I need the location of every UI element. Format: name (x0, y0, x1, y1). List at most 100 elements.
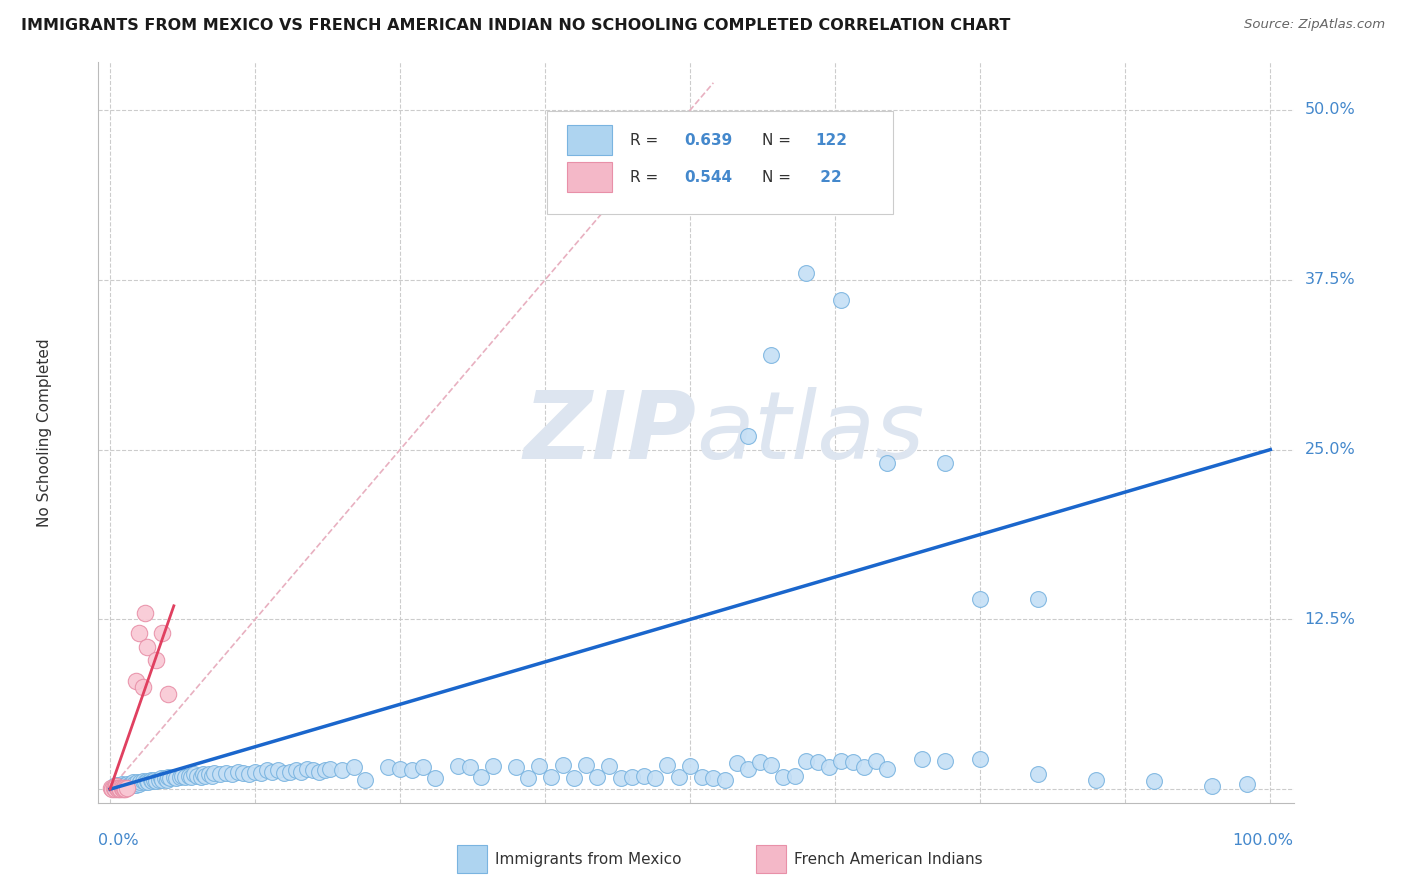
Point (232, 765, 254, 780)
Point (586, 770, 609, 784)
Point (737, 762, 759, 776)
Point (201, 769, 224, 783)
Point (136, 774, 159, 789)
Point (108, 780, 131, 795)
Point (470, 770, 492, 784)
Point (267, 763, 290, 777)
Point (737, 429, 759, 443)
Point (830, 293, 852, 308)
Point (143, 772, 166, 787)
Point (1026, 592, 1049, 607)
Point (117, 780, 139, 795)
Point (111, 777, 134, 791)
Point (256, 763, 278, 777)
Point (100, 780, 122, 795)
Point (103, 780, 125, 795)
Point (150, 626, 173, 640)
Point (284, 763, 307, 777)
Point (575, 757, 598, 772)
Point (117, 778, 139, 792)
Point (139, 772, 162, 787)
Point (194, 769, 217, 783)
Text: N =: N = (762, 170, 796, 186)
Point (111, 780, 134, 795)
Point (238, 767, 260, 781)
Point (215, 765, 238, 780)
Point (343, 760, 366, 774)
Text: ZIP: ZIP (523, 386, 696, 479)
Point (104, 780, 127, 795)
Point (131, 774, 153, 789)
Point (186, 769, 208, 783)
Point (128, 626, 150, 640)
Point (1201, 780, 1223, 794)
Point (101, 780, 124, 795)
Point (609, 772, 631, 786)
Point (934, 456, 956, 470)
Point (131, 681, 153, 695)
Point (226, 764, 249, 779)
Point (830, 754, 852, 768)
Point (124, 777, 146, 791)
Point (876, 762, 898, 776)
Point (125, 775, 148, 789)
Point (761, 757, 783, 772)
Point (112, 778, 135, 792)
Text: Immigrants from Mexico: Immigrants from Mexico (495, 852, 682, 866)
Point (1143, 774, 1166, 789)
Point (169, 770, 191, 784)
Point (112, 780, 135, 795)
Point (174, 770, 197, 784)
Text: N =: N = (762, 134, 796, 148)
Text: 25.0%: 25.0% (1305, 442, 1355, 457)
Point (111, 780, 134, 795)
Point (165, 772, 187, 786)
Point (794, 754, 817, 768)
Point (633, 769, 655, 783)
Point (389, 762, 412, 776)
FancyBboxPatch shape (457, 845, 486, 873)
Point (876, 456, 898, 470)
Point (108, 778, 131, 792)
Point (103, 780, 125, 794)
Point (853, 760, 876, 774)
Point (120, 777, 142, 791)
Point (934, 754, 956, 768)
Point (644, 772, 666, 786)
Point (278, 764, 301, 779)
Point (1236, 777, 1258, 791)
Point (107, 782, 129, 797)
Text: 0.639: 0.639 (685, 134, 733, 148)
Point (297, 762, 319, 776)
Point (668, 770, 690, 784)
Text: Source: ZipAtlas.com: Source: ZipAtlas.com (1244, 18, 1385, 31)
Point (105, 780, 128, 794)
Point (117, 777, 139, 791)
Point (177, 769, 200, 783)
Point (101, 782, 124, 797)
Point (104, 782, 127, 797)
Point (110, 780, 132, 794)
Point (783, 769, 806, 783)
Point (148, 772, 170, 787)
Point (197, 767, 219, 781)
Point (330, 763, 353, 777)
Point (180, 770, 202, 784)
Point (655, 757, 678, 772)
Point (447, 759, 470, 773)
Point (128, 777, 150, 791)
Point (190, 770, 212, 784)
Text: 50.0%: 50.0% (1305, 103, 1355, 118)
Point (262, 764, 284, 779)
Point (302, 763, 325, 777)
Point (121, 778, 143, 792)
Point (482, 759, 505, 773)
Point (243, 764, 266, 779)
Point (969, 752, 991, 766)
Point (540, 770, 562, 784)
Point (412, 760, 434, 774)
Point (250, 765, 273, 780)
Point (529, 759, 551, 773)
Point (134, 775, 156, 789)
Point (114, 782, 136, 797)
